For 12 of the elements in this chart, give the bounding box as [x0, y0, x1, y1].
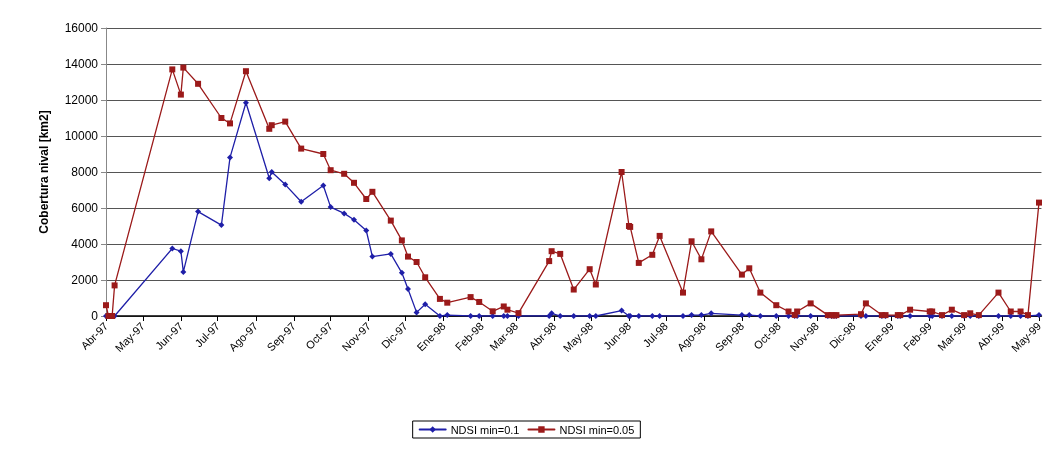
y-axis-title: Cobertura nival [km2]: [37, 110, 51, 234]
y-tick-label: 10000: [64, 129, 99, 143]
legend-label: NDSI min=0.1: [450, 423, 520, 436]
y-tick-label: 6000: [71, 201, 99, 215]
y-tick-label: 8000: [71, 165, 99, 179]
y-tick-label: 14000: [64, 57, 99, 71]
y-tick-label: 2000: [71, 273, 99, 287]
y-tick-label: 16000: [64, 21, 99, 35]
legend-label: NDSI min=0.05: [559, 423, 635, 436]
y-tick-label: 0: [91, 309, 99, 323]
y-tick-label: 4000: [71, 237, 99, 251]
y-tick-label: 12000: [64, 93, 99, 107]
